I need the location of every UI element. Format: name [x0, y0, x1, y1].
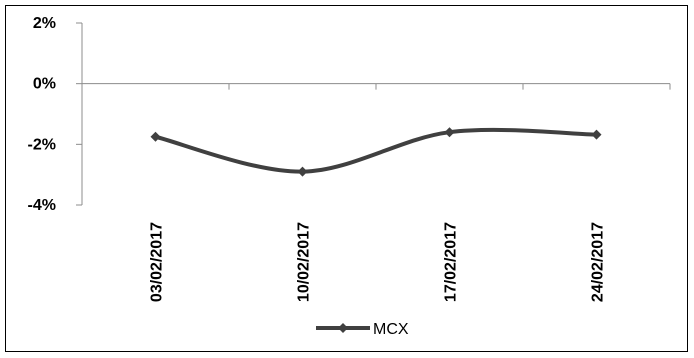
legend-swatch-marker — [338, 323, 348, 333]
series-line — [153, 127, 599, 174]
x-tick-label: 10/02/2017 — [296, 222, 313, 302]
x-tick-label: 03/02/2017 — [149, 222, 166, 302]
data-point — [150, 131, 161, 142]
legend: MCX — [316, 321, 409, 338]
axes — [76, 22, 671, 206]
x-tick-label: 24/02/2017 — [590, 222, 607, 302]
y-tick-label: -4% — [28, 197, 56, 214]
y-tick-label: -2% — [28, 136, 56, 153]
x-tick-label: 17/02/2017 — [443, 222, 460, 302]
y-tick-label: 2% — [33, 15, 56, 32]
series-group — [150, 127, 602, 177]
data-point — [591, 129, 602, 140]
data-point — [444, 127, 455, 138]
y-tick-labels: 2% 0% -2% -4% — [28, 15, 56, 214]
x-tick-labels: 03/02/2017 10/02/2017 17/02/2017 24/02/2… — [149, 222, 607, 302]
y-tick-label: 0% — [33, 76, 56, 93]
chart-frame — [5, 5, 688, 352]
legend-label: MCX — [373, 321, 409, 338]
data-point — [297, 166, 308, 177]
